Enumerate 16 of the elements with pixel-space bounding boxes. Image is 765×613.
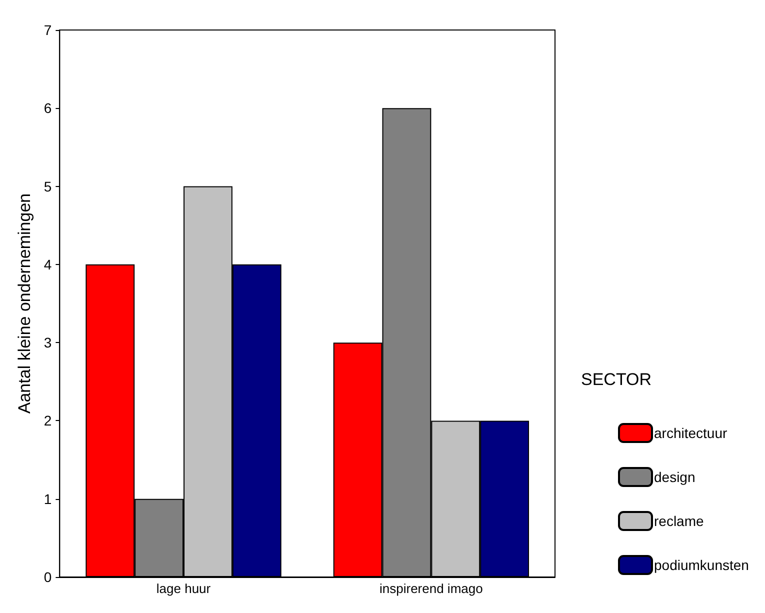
legend-label: reclame — [654, 513, 704, 529]
y-tick-label: 5 — [44, 178, 52, 194]
y-tick-label: 6 — [44, 100, 52, 116]
x-tick-label: lage huur — [156, 581, 212, 596]
legend-label: podiumkunsten — [654, 557, 749, 573]
y-tick-label: 7 — [44, 22, 52, 38]
y-tick-label: 3 — [44, 334, 52, 351]
legend-label: design — [654, 469, 696, 485]
legend-title: SECTOR — [581, 370, 652, 389]
x-tick-label: inspirerend imago — [380, 581, 483, 596]
y-axis-title: Aantal kleine ondernemingen — [15, 193, 34, 414]
y-tick-label: 0 — [44, 569, 52, 585]
y-tick-label: 4 — [44, 256, 52, 272]
legend-label: architectuur — [654, 425, 728, 441]
y-tick-label: 2 — [44, 412, 52, 429]
y-tick-label: 1 — [44, 490, 52, 507]
